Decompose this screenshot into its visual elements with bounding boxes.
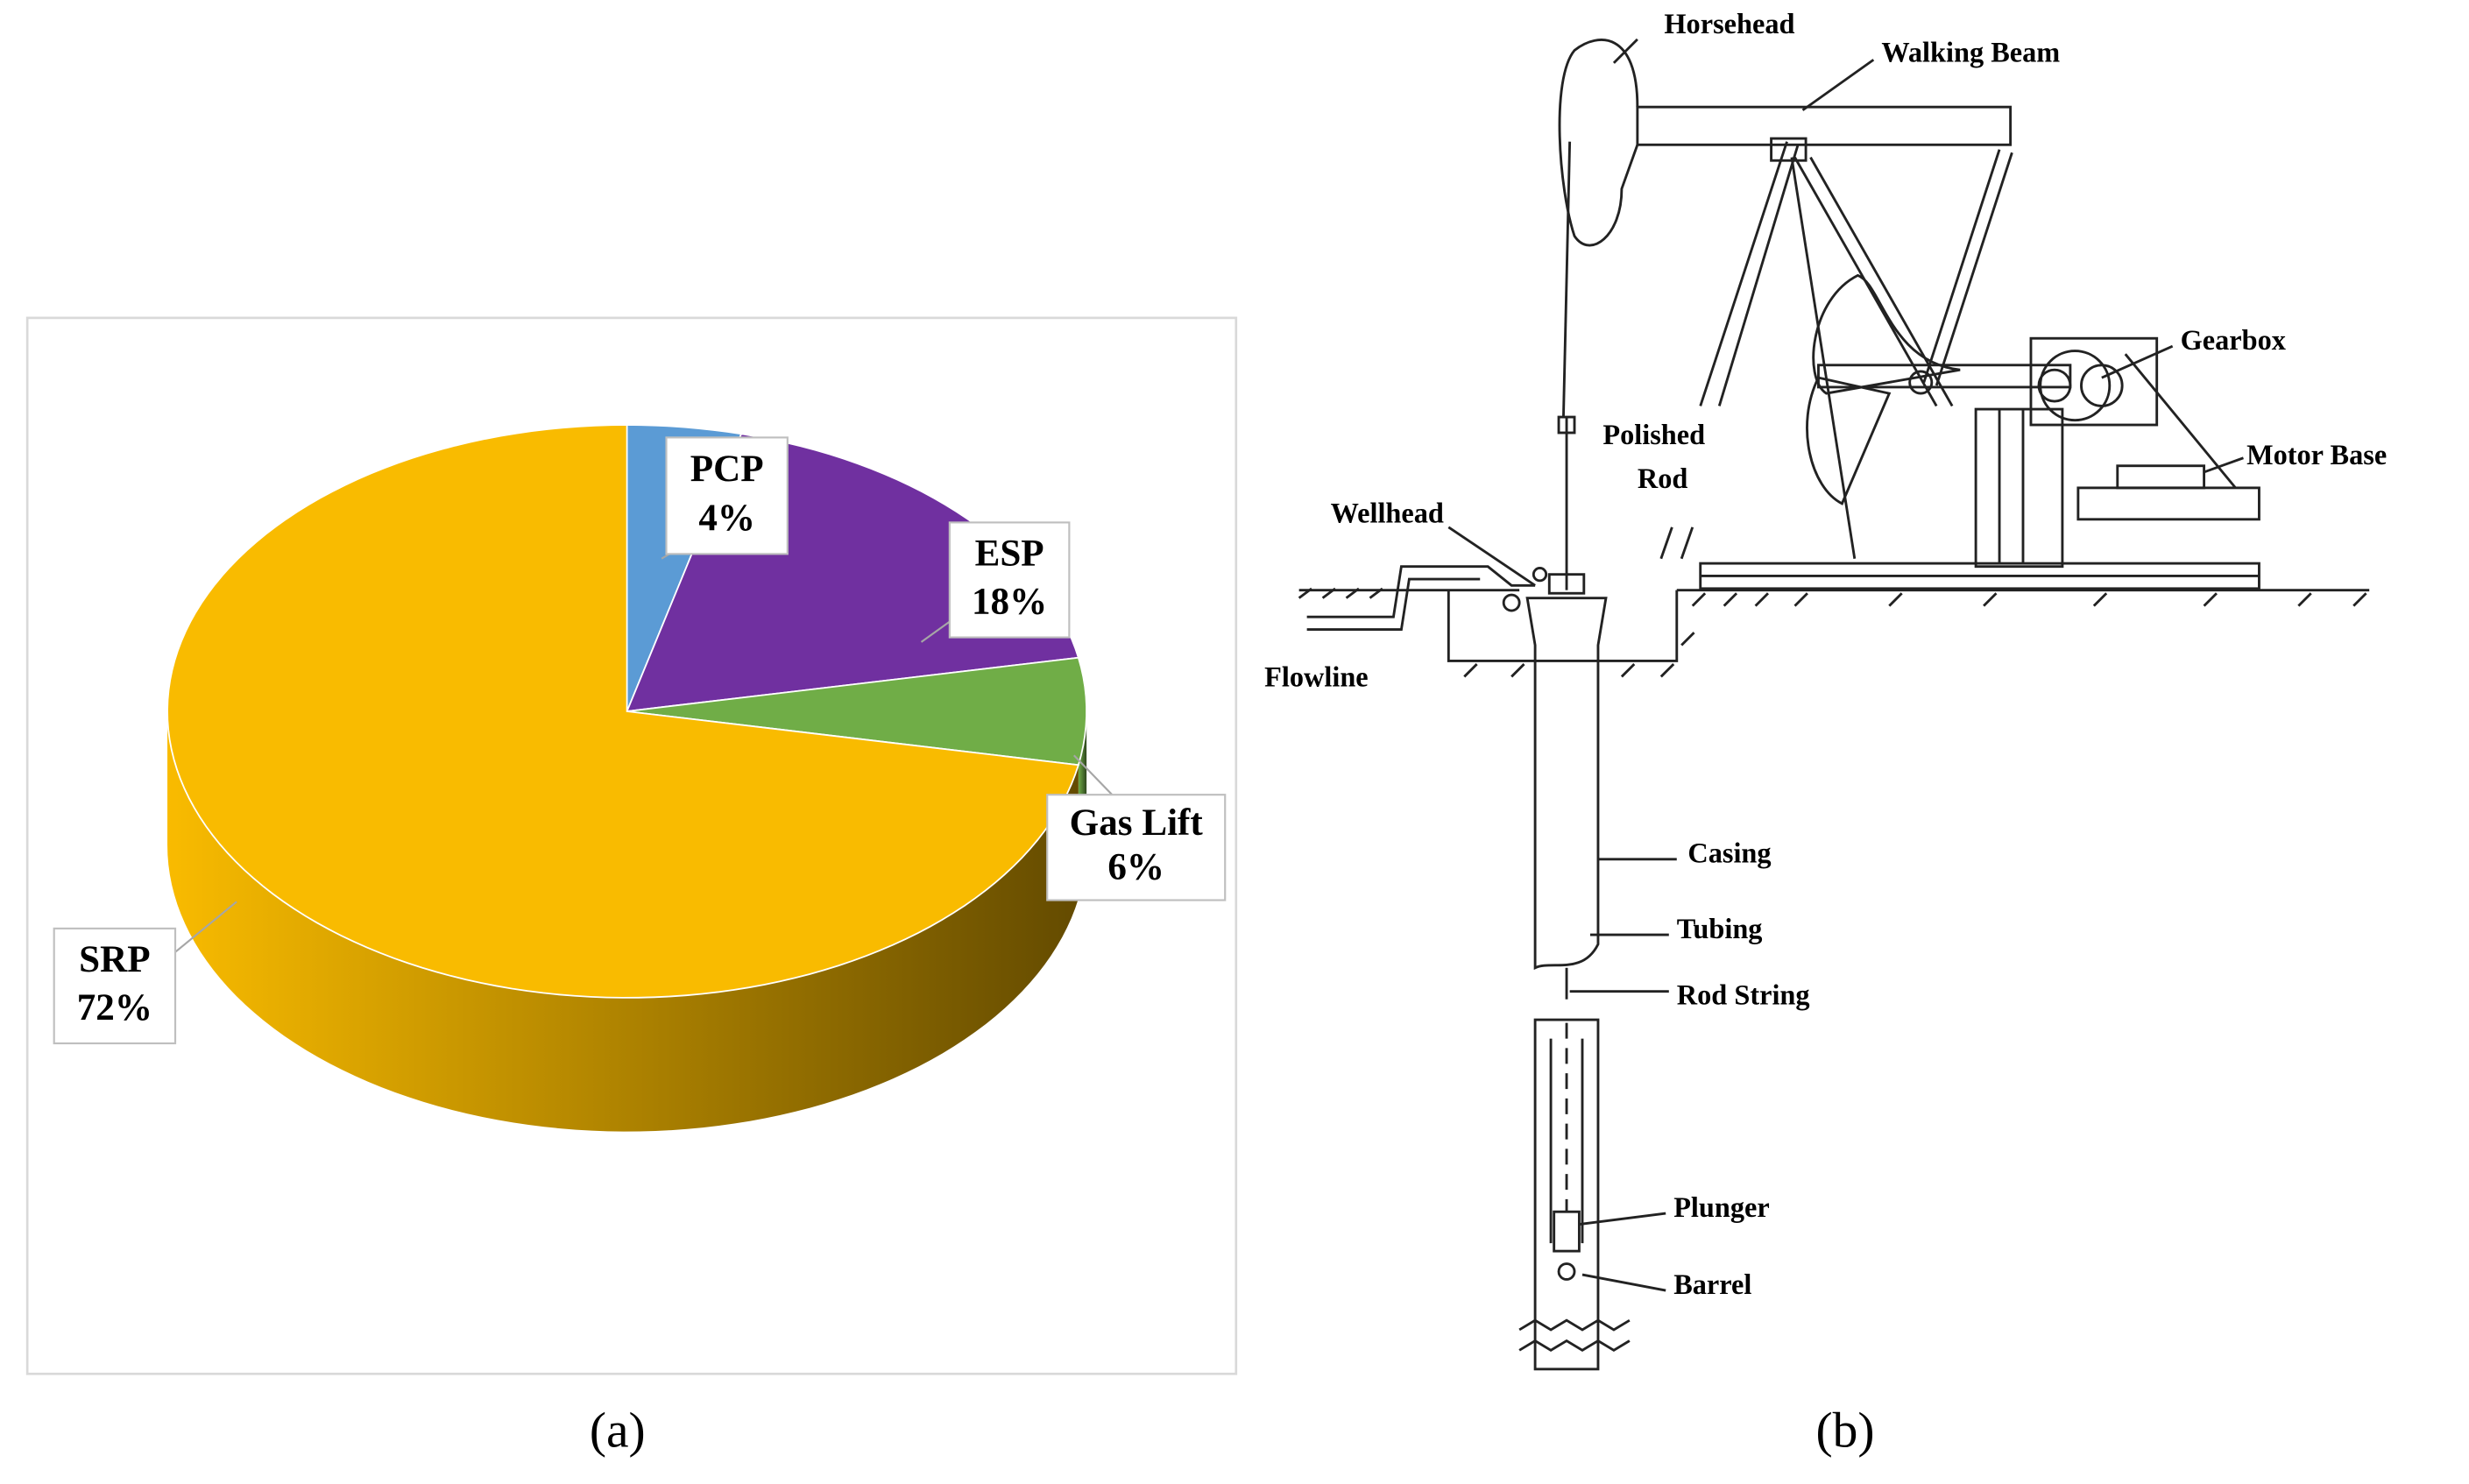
- diagram-label: Horsehead: [1664, 8, 1794, 39]
- caption-a: (a): [590, 1403, 646, 1458]
- diagram-labels: Horsehead Walking Beam Gearbox Motor Bas…: [1264, 8, 2387, 1300]
- value-label: 18%: [972, 582, 1047, 623]
- leader-line: [920, 620, 951, 643]
- pumping-unit-diagram: [1298, 38, 2370, 1371]
- label-box: [1046, 794, 1227, 901]
- diagram-label: Flowline: [1264, 661, 1369, 692]
- pie-slice: [626, 656, 1087, 767]
- value-label: 72%: [77, 987, 152, 1028]
- diagram-label: Tubing: [1677, 913, 1763, 944]
- value-label: 6%: [1107, 847, 1164, 888]
- category-label: Gas Lift: [1070, 802, 1204, 844]
- diagram-label: Casing: [1687, 837, 1771, 869]
- diagram-label: Polished: [1602, 419, 1705, 450]
- value-label: 4%: [698, 498, 755, 539]
- diagram-label: Walking Beam: [1881, 36, 2060, 67]
- pie-slice-side: [167, 710, 1079, 1132]
- diagram-label: Wellhead: [1331, 498, 1444, 529]
- pie-slice: [166, 424, 1080, 999]
- label-box: [53, 927, 177, 1045]
- diagram-label: Plunger: [1673, 1191, 1770, 1223]
- label-box: [948, 521, 1071, 639]
- diagram-label: Barrel: [1673, 1268, 1751, 1300]
- caption-b: (b): [1815, 1403, 1874, 1458]
- category-label: PCP: [690, 449, 764, 490]
- diagram-label: Rod: [1638, 463, 1688, 494]
- label-box: [665, 436, 789, 555]
- diagram-label: Motor Base: [2246, 439, 2387, 470]
- leader-line: [174, 901, 237, 953]
- category-label: ESP: [975, 534, 1044, 575]
- diagram-label: Rod String: [1677, 979, 1810, 1010]
- diagram-label: Gearbox: [2181, 324, 2286, 356]
- category-label: SRP: [79, 939, 150, 980]
